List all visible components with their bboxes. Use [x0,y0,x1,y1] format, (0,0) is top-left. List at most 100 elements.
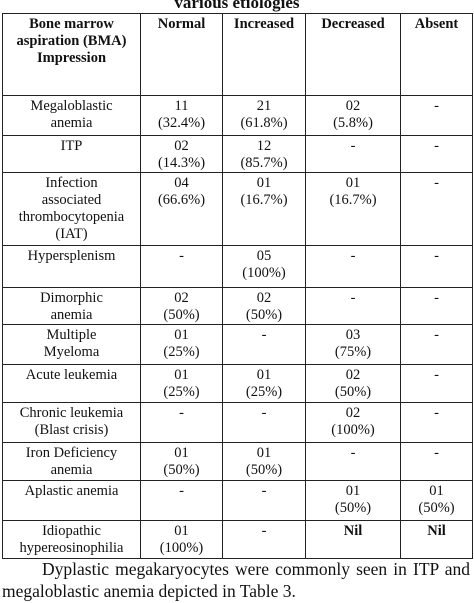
table-row: ITP 02 (14.3%) 12 (85.7%) - - [2,135,473,173]
table-cell: - [400,364,473,403]
table-cell: 02 (5.8%) [305,95,401,136]
cell-line: 02 [174,290,189,306]
table-cell: Infection associated thrombocytopenia (IAT) [2,172,141,246]
table-cell: 02 (50%) [222,287,306,325]
cell-line: (Blast crisis) [34,422,109,438]
cell-line: (32.4%) [157,115,206,131]
cell-line: - [350,138,356,154]
cell-line: 01 [256,175,272,191]
table-cell: 12 (85.7%) [222,135,306,173]
cell-line: 02 [174,138,189,154]
table-row: Megaloblastic anemia 11 (32.4%) 21 (61.8%) 02(… [2,95,473,136]
table-cell: 01 (25%) [140,324,223,365]
table-cell: 01 (50%) [305,480,401,521]
cell-line: - [179,248,184,264]
cell-line: (25%) [163,344,200,360]
cell-line: (50%) [163,307,200,323]
cell-line: (75%) [334,344,372,360]
table-cell: - [222,402,306,443]
table-cell: 02 (50%) [305,364,401,403]
cell-line: - [261,405,267,421]
cell-line: Nil [343,523,363,539]
table-cell: - [305,135,401,173]
table-cell: 02 (50%) [140,287,223,325]
table-cell: - [400,172,473,246]
header-cell: Normal [140,13,223,96]
cell-line: Nil [427,523,446,539]
cell-line: - [434,138,439,154]
cell-line: 04 [174,175,189,191]
cell-line: Iron Deficiency [25,445,118,461]
cell-line: Megaloblastic [30,98,113,114]
header-row: Bone marrow aspiration (BMA) Impression N… [2,13,473,96]
table-row: Infection associated thrombocytopenia (IAT)… [2,172,473,246]
table-cell: 01 (16.7%) [305,172,401,246]
cell-line: - [179,483,184,499]
table-cell: - [140,245,223,288]
table-row: Multiple Myeloma 01 (25%) -03 (75%) - [2,324,473,365]
cell-line: (85.7%) [240,155,288,171]
table-cell: 03 (75%) [305,324,401,365]
cell-line: (50%) [245,307,283,323]
cell-line: (50%) [334,384,372,400]
table-cell: Acute leukemia [2,364,141,403]
table-cell: ITP [2,135,141,173]
cell-line: 01 [174,523,189,539]
cell-line: - [350,248,356,264]
cell-line: - [434,248,439,264]
table-cell: 02 (100%) [305,402,401,443]
paragraph: Dyplastic megakaryocytes were commonly s… [2,559,470,601]
cell-line: - [434,367,439,383]
cell-line: (100%) [331,422,375,438]
table: Bone marrow aspiration (BMA) Impression N… [2,13,473,559]
table-cell: Idiopathic hypereosinophilia [2,520,141,559]
cell-line: Aplastic anemia [24,483,119,499]
table-cell: Hypersplenism [2,245,141,288]
table-cell: - [400,135,473,173]
cell-line: - [434,445,439,461]
cell-line: (61.8%) [240,115,288,131]
table-row: Aplastic anemia - -01 (50%) 01 (50%) [2,480,473,521]
table-row: Acute leukemia 01 (25%) 01 (25%) 02 (50%) - [2,364,473,403]
cell-line: - [434,405,439,421]
cell-line: Infection [45,175,98,191]
cell-line: 01 [256,367,272,383]
cell-line: 02 [256,290,272,306]
header-cell: Absent [400,13,473,96]
cell-line: (50%) [163,462,200,478]
table-cell: 04 (66.6%) [140,172,223,246]
table-cell: - [400,324,473,365]
table-cell: 01 (50%) [140,442,223,481]
cell-line: thrombocytopenia [18,209,125,225]
table-body: Megaloblastic anemia 11 (32.4%) 21 (61.8%) 02(… [2,95,473,559]
cell-line: (25%) [163,384,200,400]
cell-line: (5.8%) [333,115,373,131]
cell-line: - [179,405,184,421]
cell-line: (16.7%) [240,192,288,208]
table-cell: - [222,480,306,521]
cell-line: anemia [50,307,93,323]
cell-line: - [261,327,267,343]
table-cell: Iron Deficiency anemia [2,442,141,481]
table-cell: - [305,245,401,288]
cell-line: (IAT) [55,226,88,242]
table-cell: 01 (50%) [400,480,473,521]
cell-line: 05 [256,248,272,264]
table-cell: - [400,95,473,136]
table-cell: Nil [400,520,473,559]
table-cell: Chronic leukemia (Blast crisis) [2,402,141,443]
table-cell: 21 (61.8%) [222,95,306,136]
table-cell: Multiple Myeloma [2,324,141,365]
table-cell: Megaloblastic anemia [2,95,141,136]
cell-line: 01 [174,445,189,461]
cell-line: (14.3%) [157,155,206,171]
cell-line: anemia [50,462,93,478]
table-row: Dimorphic anemia 02 (50%) 02 (50%) - - [2,287,473,325]
cell-line: - [261,523,267,539]
table-cell: - [400,287,473,325]
table-cell: - [305,442,401,481]
cell-line: 12 [256,138,272,154]
cell-line: Chronic leukemia [19,405,124,421]
table-cell: - [400,442,473,481]
